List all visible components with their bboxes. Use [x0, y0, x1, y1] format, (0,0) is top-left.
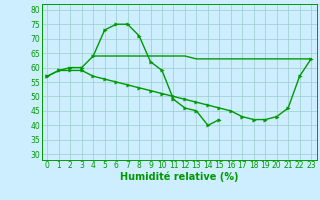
X-axis label: Humidité relative (%): Humidité relative (%) [120, 172, 238, 182]
